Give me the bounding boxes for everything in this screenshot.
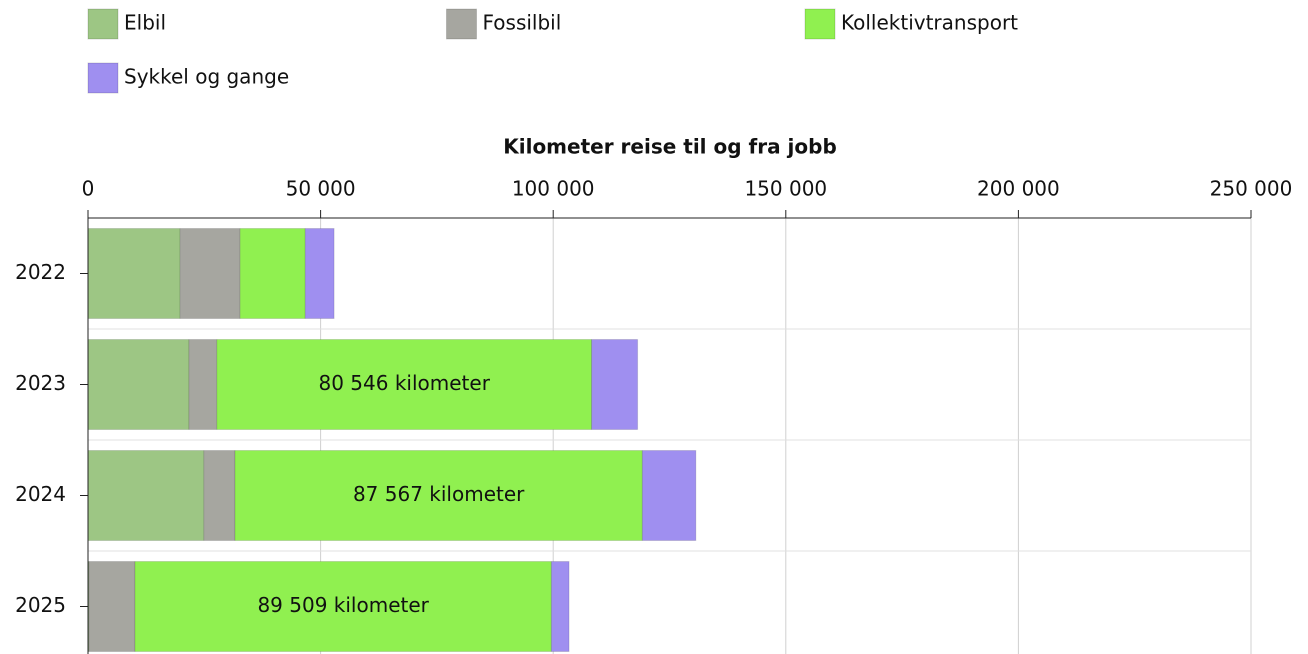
legend-swatch (87, 8, 119, 40)
legend-swatch (446, 8, 477, 40)
bar-segment (234, 450, 643, 541)
x-tick-label: 50 000 (286, 177, 356, 201)
x-tick-label: 250 000 (1210, 177, 1293, 201)
y-tick-label: 2024 (15, 482, 66, 506)
legend-swatch (804, 8, 836, 40)
legend-label: Fossilbil (483, 11, 562, 35)
bar-segment (641, 450, 697, 541)
chart-title: Kilometer reise til og fra jobb (503, 135, 837, 159)
legend-swatch (87, 62, 119, 94)
y-tick-label: 2022 (15, 260, 66, 284)
data-label: 89 509 kilometer (257, 593, 429, 617)
bar-segment (550, 561, 570, 652)
bar-segment (216, 339, 593, 430)
bar-segment (134, 561, 552, 652)
bar-segment (304, 228, 335, 319)
y-tick-label: 2025 (15, 593, 66, 617)
data-label: 87 567 kilometer (353, 482, 525, 506)
bar-segment (188, 339, 218, 430)
bar-segment (87, 450, 205, 541)
bar-segment (179, 228, 241, 319)
x-tick-label: 200 000 (977, 177, 1060, 201)
x-tick-label: 100 000 (512, 177, 595, 201)
legend-label: Elbil (124, 11, 166, 35)
y-tick-label: 2023 (15, 371, 66, 395)
bar-segment (87, 339, 190, 430)
legend-label: Kollektivtransport (841, 11, 1018, 35)
x-tick-label: 0 (82, 177, 95, 201)
data-label: 80 546 kilometer (318, 371, 490, 395)
bar-segment (203, 450, 236, 541)
bar-segment (87, 228, 181, 319)
legend-label: Sykkel og gange (124, 65, 289, 89)
bar-segment (239, 228, 306, 319)
bar-segment (591, 339, 639, 430)
x-tick-label: 150 000 (744, 177, 827, 201)
bar-segment (88, 561, 136, 652)
